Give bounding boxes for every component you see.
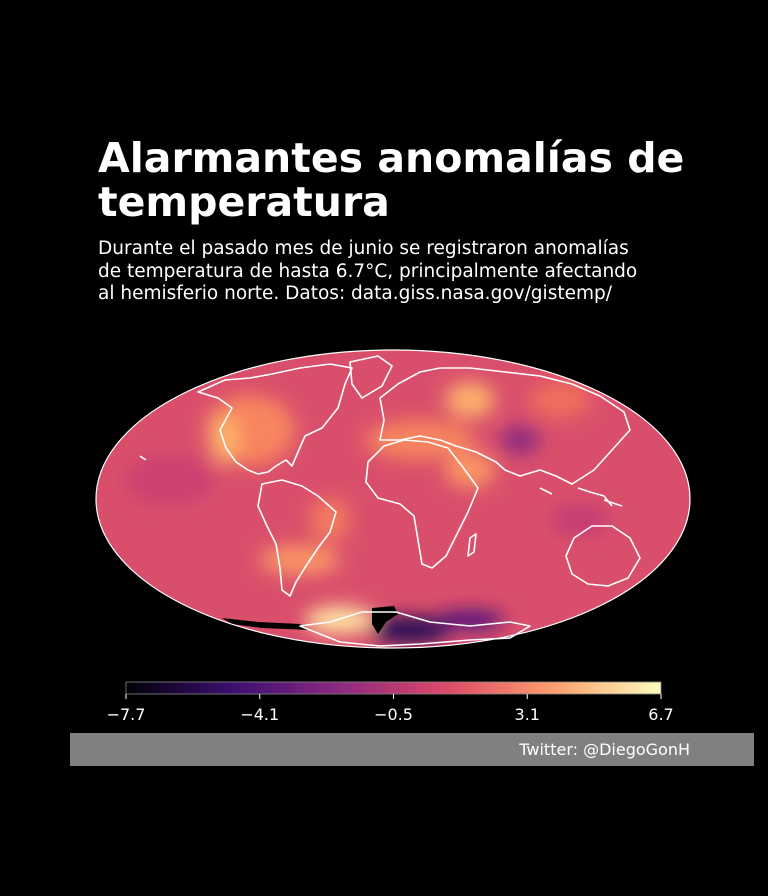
colorbar: −7.7 −4.1 −0.5 3.1 6.7 (107, 681, 674, 724)
world-anomaly-map (95, 349, 691, 649)
colorbar-tick-label: −7.7 (107, 705, 146, 724)
coastline-eurasia (379, 367, 631, 485)
footer-bar: Twitter: @DiegoGonH (70, 733, 754, 766)
coastline-south-america (257, 479, 337, 597)
missing-data-region (222, 618, 310, 630)
coastline-greenland (349, 355, 393, 399)
credit-text: Twitter: @DiegoGonH (519, 740, 690, 759)
coastlines (139, 355, 641, 647)
missing-data-region (372, 606, 398, 634)
colorbar-tick-label: 6.7 (648, 705, 673, 724)
globe-outline (95, 349, 691, 649)
colorbar-tick-label: −0.5 (374, 705, 413, 724)
map-title: Alarmantes anomalías de temperatura (98, 134, 685, 226)
colorbar-gradient (125, 681, 662, 695)
map-subtitle: Durante el pasado mes de junio se regist… (98, 238, 638, 304)
anomaly-field (96, 350, 690, 648)
coastline-north-america (197, 363, 353, 475)
colorbar-tick-label: 3.1 (515, 705, 540, 724)
colorbar-ticks: −7.7 −4.1 −0.5 3.1 6.7 (107, 694, 674, 724)
coastline-africa (365, 439, 479, 569)
coastline-madagascar (467, 533, 477, 557)
coastline-antarctica (299, 611, 531, 647)
coastline-australia (565, 525, 641, 587)
coastline-islands (139, 455, 623, 507)
colorbar-tick-label: −4.1 (240, 705, 279, 724)
